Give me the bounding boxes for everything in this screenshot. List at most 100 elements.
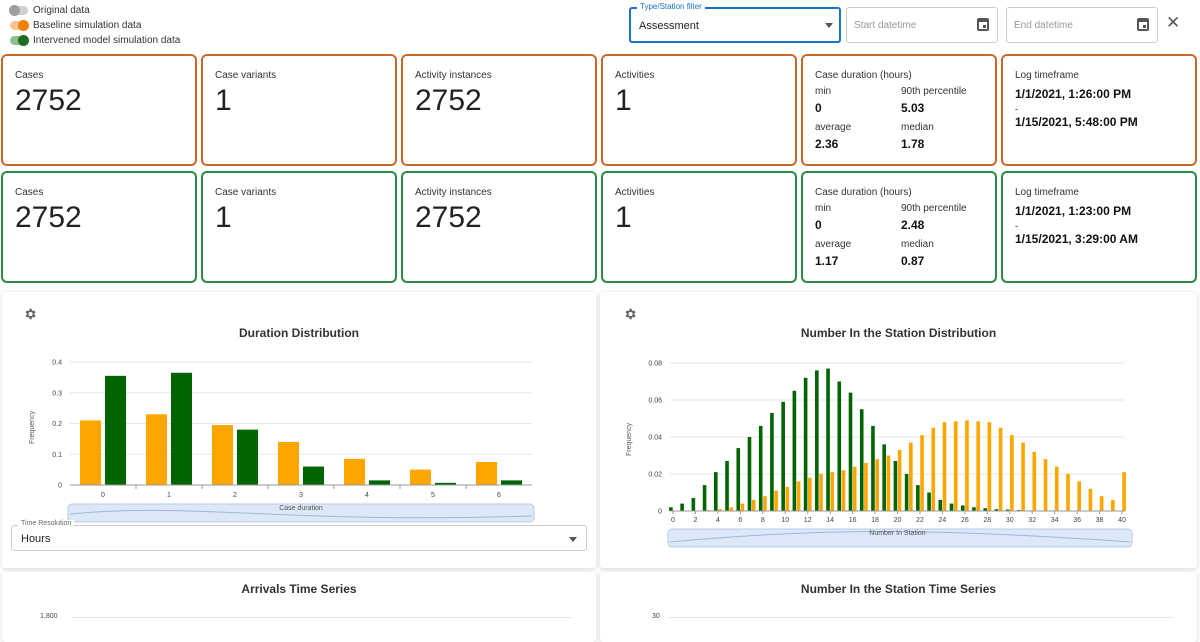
baseline-bar [853,467,857,511]
station-filter-value: Assessment [639,20,699,32]
intervened-instances-card: Activity instances 2752 [401,171,597,283]
baseline-toggle[interactable] [10,21,28,30]
x-axis-label: Number In Station [869,530,926,537]
baseline-bar [965,420,969,511]
y-tick-label: 1,800 [40,613,58,620]
station-filter-select[interactable]: Type/Station filter Assessment [629,7,841,43]
x-tick-label: 3 [299,492,303,499]
timeframe-end: 1/15/2021, 5:48:00 PM [1015,115,1138,132]
instances-label: Activity instances [415,187,492,198]
intervened-bar [105,376,126,485]
baseline-bar [344,459,365,485]
end-datetime-input[interactable]: End datetime [1006,7,1158,43]
intervened-bar [882,444,886,511]
time-resolution-select[interactable]: Time Resolution Hours [11,525,587,551]
variants-value: 1 [215,201,232,235]
baseline-bar [1111,500,1115,511]
x-tick-label: 5 [431,492,435,499]
intervened-bar [860,409,864,511]
p90-label: 90th percentile [901,86,987,98]
duration-label: Case duration (hours) [815,187,912,198]
intervened-toggle[interactable] [10,36,28,45]
x-tick-label: 6 [497,492,501,499]
average-label: average [815,122,901,134]
intervened-bar [171,373,192,485]
baseline-bar [1089,489,1093,511]
baseline-bar [830,472,834,511]
start-datetime-placeholder: Start datetime [854,20,916,31]
station-ts-title: Number In the Station Time Series [600,582,1197,596]
timeframe-separator: - [1015,221,1138,232]
intervened-bar [736,448,740,511]
x-tick-label: 30 [1006,517,1014,524]
legend-intervened[interactable]: Intervened model simulation data [10,33,180,48]
arrivals-time-series-panel: Arrivals Time Series 1,800 [2,572,596,642]
min-value: 0 [815,215,901,239]
intervened-bar [759,426,763,511]
instances-label: Activity instances [415,70,492,81]
baseline-bar [797,481,801,511]
instances-value: 2752 [415,84,482,118]
timeframe-label: Log timeframe [1015,70,1079,81]
timeframe-start: 1/1/2021, 1:23:00 PM [1015,204,1138,221]
variants-value: 1 [215,84,232,118]
x-tick-label: 20 [894,517,902,524]
x-tick-label: 38 [1096,517,1104,524]
p90-value: 5.03 [901,98,987,122]
intervened-bar [939,500,943,511]
average-label: average [815,239,901,251]
p90-value: 2.48 [901,215,987,239]
baseline-bar [1100,496,1104,511]
intervened-bar [804,378,808,511]
min-value: 0 [815,98,901,122]
cases-label: Cases [15,187,43,198]
intervened-bar [849,393,853,511]
baseline-bar [842,470,846,511]
baseline-bar [1021,443,1025,511]
intervened-bar [871,426,875,511]
baseline-bar [1010,435,1014,511]
legend-original[interactable]: Original data [10,3,180,18]
baseline-bar [909,443,913,511]
baseline-bar [976,421,980,511]
x-tick-label: 28 [983,517,991,524]
intervened-bar [961,505,965,511]
y-tick-label: 0.3 [52,390,62,397]
y-tick-label: 0.1 [52,452,62,459]
baseline-bar [819,474,823,511]
start-datetime-input[interactable]: Start datetime [846,7,998,43]
variants-label: Case variants [215,187,276,198]
time-resolution-value: Hours [21,533,50,545]
x-tick-label: 34 [1051,517,1059,524]
intervened-bar [501,480,522,485]
intervened-bar [826,369,830,511]
intervened-bar [703,485,707,511]
arrivals-title: Arrivals Time Series [2,582,596,596]
legend-baseline[interactable]: Baseline simulation data [10,18,180,33]
p90-label: 90th percentile [901,203,987,215]
y-tick-label: 0 [658,509,662,516]
min-label: min [815,86,901,98]
calendar-icon[interactable] [1137,18,1149,31]
y-tick-label: 0.06 [648,398,662,405]
baseline-bar [410,470,431,485]
x-tick-label: 0 [101,492,105,499]
station-time-series-panel: Number In the Station Time Series 30 [600,572,1197,642]
activities-value: 1 [615,201,632,235]
baseline-bar [763,496,767,511]
x-tick-label: 24 [939,517,947,524]
average-value: 1.17 [815,251,901,275]
y-tick-label: 0 [58,483,62,490]
original-toggle[interactable] [10,6,28,15]
x-tick-label: 40 [1118,517,1126,524]
intervened-bar [916,485,920,511]
y-tick-label: 30 [652,613,660,620]
x-tick-label: 32 [1028,517,1036,524]
close-icon[interactable]: ✕ [1166,14,1180,31]
calendar-icon[interactable] [977,18,989,31]
x-tick-label: 0 [671,517,675,524]
x-axis-label: Case duration [279,505,323,512]
x-tick-label: 26 [961,517,969,524]
